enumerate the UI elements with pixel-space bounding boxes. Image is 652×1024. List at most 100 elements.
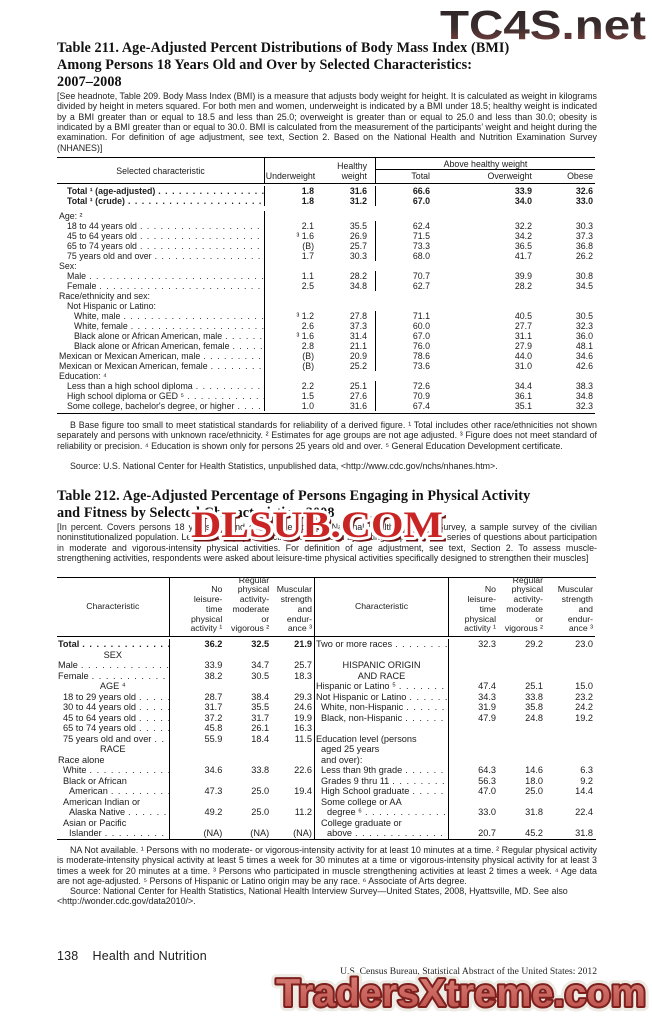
- table-row: High school diploma or GED ⁵. . . . . . …: [57, 391, 595, 401]
- table-cell: 14.6: [525, 765, 543, 775]
- table-cell: 32.3: [478, 639, 496, 649]
- table-cell: 34.6: [204, 765, 223, 775]
- row-label-text: Alaska Native: [69, 807, 126, 817]
- table-cell: 68.0: [412, 251, 430, 261]
- column-header-characteristic: Characteristic: [57, 578, 170, 636]
- table-row: and over):: [315, 754, 595, 765]
- table-cell: 34.3: [478, 691, 496, 702]
- table-cell: 47.3: [204, 786, 223, 796]
- dot-leader: . . . . . . . . . . . . . . . . . . . . …: [139, 702, 169, 712]
- row-label-text: RACE: [100, 744, 126, 754]
- table-cell: 34.0: [514, 196, 532, 206]
- page-footer-left: 138 Health and Nutrition: [57, 949, 207, 963]
- row-label: White, non-Hispanic. . . . . . . . . . .…: [315, 702, 449, 713]
- table-cell: 30.3: [316, 251, 376, 261]
- title-line: 2007–2008: [57, 74, 122, 90]
- row-label: 65 to 74 years old. . . . . . . . . . . …: [57, 723, 170, 734]
- row-label-text: SEX: [103, 649, 122, 660]
- table-cell: 30.3: [575, 221, 593, 231]
- table211: Selected characteristic Underweight Heal…: [57, 157, 595, 414]
- table212-header-right: Characteristic No leisure- time physical …: [315, 575, 595, 637]
- row-label: HISPANIC ORIGIN: [315, 660, 449, 671]
- row-label-text: Race alone: [58, 754, 105, 765]
- table-row: Total ¹ (crude). . . . . . . . . . . . .…: [57, 196, 595, 206]
- table-row: Race alone: [57, 754, 314, 765]
- table-row: 30 to 44 years old. . . . . . . . . . . …: [57, 702, 314, 713]
- table-cell: 1.8: [301, 186, 314, 196]
- row-label: Race/ethnicity and sex:: [57, 291, 265, 301]
- row-label: RACE: [57, 744, 170, 755]
- table-row: White, non-Hispanic. . . . . . . . . . .…: [315, 702, 595, 713]
- dot-leader: . . . . . . . . . . . . . . . . . . . . …: [80, 660, 169, 670]
- table-cell: (NA): [203, 828, 223, 838]
- table-row: 45 to 64 years old. . . . . . . . . . . …: [57, 712, 314, 723]
- table-cell: 73.6: [412, 361, 430, 371]
- table-row: Race/ethnicity and sex:: [57, 291, 595, 301]
- table-cell: 76.0: [412, 341, 430, 351]
- row-label-text: High School graduate: [321, 786, 410, 796]
- row-label: 75 years old and over. . . . . . . . . .…: [57, 733, 170, 744]
- table-cell: 11.2: [294, 807, 312, 817]
- table-cell: 31.0: [514, 361, 532, 371]
- table-cell: 24.8: [525, 712, 543, 723]
- row-label: [315, 723, 449, 734]
- table-cell: 24.6: [294, 702, 312, 712]
- table-cell: 22.6: [294, 765, 312, 775]
- table-cell: 27.8: [316, 311, 376, 321]
- row-label: 45 to 64 years old. . . . . . . . . . . …: [57, 712, 170, 723]
- table-cell: 71.1: [412, 311, 430, 321]
- table212-left-panel: Characteristic No leisure- time physical …: [57, 575, 315, 839]
- row-label: Black or African: [57, 775, 170, 786]
- row-label: Two or more races. . . . . . . . . . . .…: [315, 639, 449, 650]
- table211-title: Table 211. Age-Adjusted Percent Distribu…: [57, 40, 597, 91]
- table-cell: 25.0: [251, 786, 270, 796]
- row-label: White, female. . . . . . . . . . . . . .…: [57, 321, 265, 331]
- table-cell: 31.7: [204, 702, 223, 712]
- row-label-text: Two or more races: [316, 639, 393, 649]
- dot-leader: . . . . . . . . . . . . . . . . . . . . …: [139, 712, 169, 723]
- row-label-text: 18 to 44 years old: [67, 221, 137, 231]
- table212-title: Table 212. Age-Adjusted Percentage of Pe…: [57, 488, 597, 522]
- row-label-text: Islander: [69, 828, 102, 838]
- dot-leader: . . . . . . . . . . . . . . . . . . . . …: [99, 281, 264, 291]
- table-row: 75 years old and over. . . . . . . . . .…: [57, 733, 314, 744]
- section-header-row: AND RACE: [315, 670, 595, 681]
- table-cell: 36.8: [575, 241, 593, 251]
- row-label-text: Less than 9th grade: [321, 765, 403, 775]
- dot-leader: . . . . . . . . . . . . . . . . . . . . …: [203, 351, 264, 361]
- row-label-text: White, male: [74, 311, 121, 321]
- row-label: SEX: [57, 649, 170, 660]
- table212-left-body: Total . . . . . . . . . . . . . . . . . .…: [57, 637, 314, 839]
- table-cell: 25.0: [525, 786, 543, 796]
- row-label-text: Not Hispanic or Latino:: [67, 301, 156, 311]
- row-label-text: 18 to 29 years old: [63, 691, 137, 702]
- dot-leader: . . . . . . . . . . . . . . . . . . . . …: [405, 765, 448, 775]
- table-cell: 2.8: [301, 341, 314, 351]
- row-label-text: Grades 9 thru 11: [321, 775, 390, 786]
- table-cell: 20.7: [478, 828, 496, 838]
- table-cell: 30.8: [575, 271, 593, 281]
- table-cell: 32.5: [251, 639, 270, 649]
- table-row: Mexican or Mexican American, male. . . .…: [57, 351, 595, 361]
- dot-leader: . . . . . . . . . . . . . . . . . . . . …: [158, 186, 264, 196]
- table-row: Asian or Pacific: [57, 817, 314, 828]
- row-label: Race alone: [57, 754, 170, 765]
- table212: Characteristic No leisure- time physical …: [57, 575, 596, 840]
- row-label-text: Total: [58, 639, 80, 649]
- table-cell: 31.4: [316, 331, 376, 341]
- table-cell: 34.8: [316, 281, 376, 291]
- table-cell: 1.7: [301, 251, 314, 261]
- table212-headnote: [In percent. Covers persons 18 years old…: [57, 522, 597, 564]
- table-cell: 21.9: [294, 639, 312, 649]
- table-cell: 32.3: [575, 401, 593, 411]
- dot-leader: . . . . . . . . . . . . . . . . . . . . …: [139, 241, 264, 251]
- title-line: Table 211. Age-Adjusted Percent Distribu…: [57, 40, 510, 56]
- table211-footnote: B Base figure too small to meet statisti…: [57, 420, 597, 451]
- table-cell: 1.8: [301, 196, 314, 206]
- table-row: Black alone or African American, female.…: [57, 341, 595, 351]
- row-label: Female. . . . . . . . . . . . . . . . . …: [57, 670, 170, 681]
- table-cell: 67.0: [412, 331, 430, 341]
- table-cell: 19.4: [294, 786, 312, 796]
- column-header-obese: Obese: [567, 171, 593, 181]
- table-cell: 14.4: [575, 786, 593, 796]
